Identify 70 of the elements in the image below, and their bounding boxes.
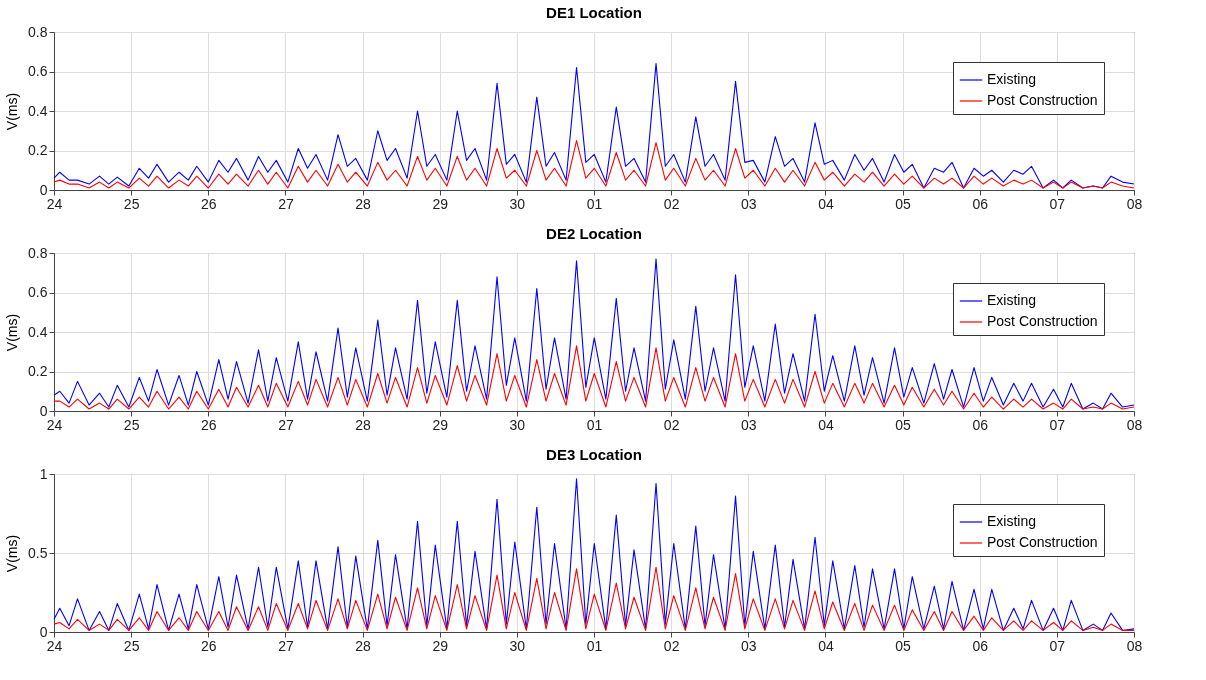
x-tick-label: 25 bbox=[123, 637, 140, 654]
y-axis-title: V(ms) bbox=[4, 534, 21, 573]
x-tick-label: 26 bbox=[201, 416, 217, 433]
x-tick-label: 06 bbox=[972, 416, 989, 433]
legend-label: Post Construction bbox=[987, 92, 1098, 108]
y-tick-label: 0.8 bbox=[28, 23, 48, 40]
x-tick-label: 25 bbox=[123, 416, 140, 433]
x-tick-label: 30 bbox=[509, 416, 526, 433]
x-tick-label: 02 bbox=[663, 416, 680, 433]
chart-title: DE3 Location bbox=[546, 446, 642, 463]
chart-title: DE1 Location bbox=[546, 4, 642, 21]
x-tick-label: 29 bbox=[432, 637, 449, 654]
x-tick-label: 05 bbox=[895, 195, 912, 212]
x-tick-label: 29 bbox=[432, 195, 449, 212]
x-tick-label: 03 bbox=[741, 416, 757, 433]
x-tick-label: 07 bbox=[1049, 416, 1066, 433]
x-tick-label: 02 bbox=[663, 637, 680, 654]
x-tick-label: 04 bbox=[818, 637, 834, 654]
y-tick-label: 0.4 bbox=[28, 102, 48, 119]
legend-label: Post Construction bbox=[987, 313, 1098, 329]
x-tick-label: 06 bbox=[972, 637, 989, 654]
y-tick-label: 0 bbox=[39, 623, 48, 640]
x-tick-label: 06 bbox=[972, 195, 989, 212]
y-tick-label: 1 bbox=[39, 465, 48, 482]
legend-label: Existing bbox=[987, 513, 1037, 529]
y-tick-label: 0 bbox=[39, 181, 48, 198]
x-tick-label: 27 bbox=[278, 637, 294, 654]
y-tick-label: 0.4 bbox=[28, 323, 48, 340]
x-tick-label: 04 bbox=[818, 195, 834, 212]
y-tick-label: 0 bbox=[39, 402, 48, 419]
y-tick-label: 0.2 bbox=[28, 142, 48, 158]
x-tick-label: 02 bbox=[663, 195, 680, 212]
chart-title: DE2 Location bbox=[546, 225, 642, 242]
x-tick-label: 27 bbox=[278, 416, 294, 433]
x-tick-label: 05 bbox=[895, 416, 912, 433]
x-tick-label: 08 bbox=[1126, 416, 1143, 433]
x-tick-label: 07 bbox=[1049, 195, 1066, 212]
x-tick-label: 29 bbox=[432, 416, 449, 433]
x-tick-label: 24 bbox=[46, 195, 63, 212]
y-tick-label: 0.6 bbox=[28, 63, 48, 79]
x-tick-label: 01 bbox=[586, 416, 603, 433]
x-tick-label: 01 bbox=[586, 195, 603, 212]
y-tick-label: 0.6 bbox=[28, 284, 48, 300]
y-axis-title: V(ms) bbox=[4, 92, 21, 131]
x-tick-label: 24 bbox=[46, 416, 63, 433]
x-tick-label: 05 bbox=[895, 637, 912, 654]
y-tick-label: 0.2 bbox=[28, 363, 48, 379]
x-tick-label: 27 bbox=[278, 195, 294, 212]
legend-label: Existing bbox=[987, 292, 1037, 308]
x-tick-label: 03 bbox=[741, 195, 757, 212]
legend-label: Post Construction bbox=[987, 534, 1098, 550]
x-tick-label: 26 bbox=[201, 637, 217, 654]
x-tick-label: 28 bbox=[355, 195, 372, 212]
x-tick-label: 08 bbox=[1126, 195, 1143, 212]
x-tick-label: 25 bbox=[123, 195, 140, 212]
legend-label: Existing bbox=[987, 71, 1037, 87]
x-tick-label: 28 bbox=[355, 637, 372, 654]
x-tick-label: 03 bbox=[741, 637, 757, 654]
y-tick-label: 0.5 bbox=[28, 544, 48, 561]
x-tick-label: 30 bbox=[509, 195, 526, 212]
x-tick-label: 07 bbox=[1049, 637, 1066, 654]
y-tick-label: 0.8 bbox=[28, 244, 48, 261]
y-axis-title: V(ms) bbox=[4, 313, 21, 352]
x-tick-label: 08 bbox=[1126, 637, 1143, 654]
x-tick-label: 28 bbox=[355, 416, 372, 433]
x-tick-label: 24 bbox=[46, 637, 63, 654]
x-tick-label: 26 bbox=[201, 195, 217, 212]
x-tick-label: 30 bbox=[509, 637, 526, 654]
x-tick-label: 04 bbox=[818, 416, 834, 433]
x-tick-label: 01 bbox=[586, 637, 603, 654]
